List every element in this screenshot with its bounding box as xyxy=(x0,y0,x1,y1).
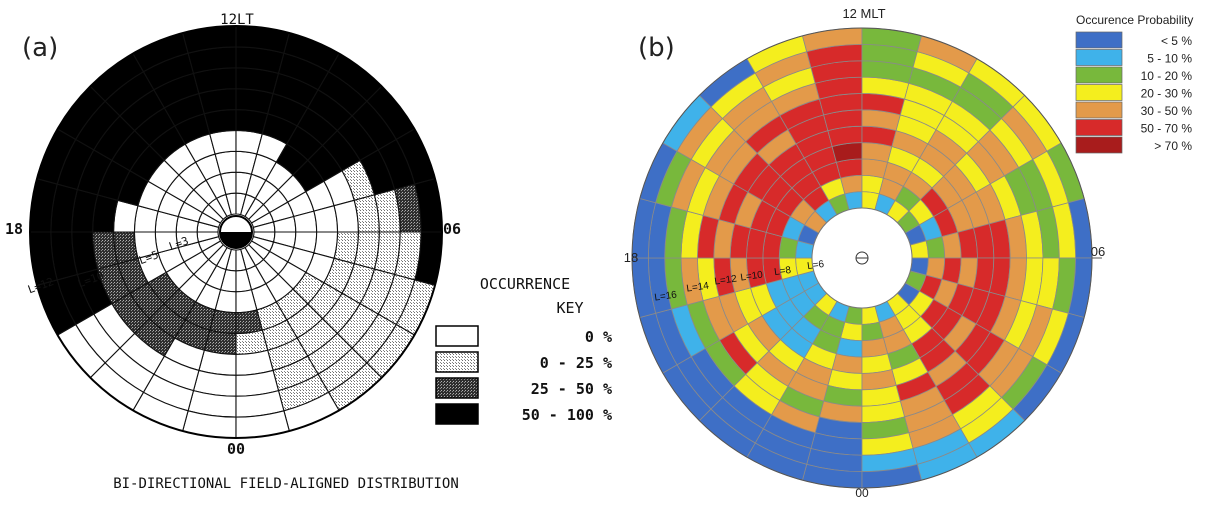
polar-grid-b xyxy=(631,27,1102,489)
legend-a-swatch-3 xyxy=(435,403,479,425)
radial-label-a-1: L=5 xyxy=(137,248,160,267)
legend-b-label-6: > 70 % xyxy=(1154,139,1192,153)
cell-b-r2-h11 xyxy=(835,158,863,179)
angle-label-left-a: 18 xyxy=(5,220,23,238)
legend-title-b: Occurence Probability xyxy=(1076,13,1193,27)
legend-b-swatch-2 xyxy=(1075,66,1123,84)
outer-ring-a xyxy=(29,25,443,439)
legend-b-label-2: 10 - 20 % xyxy=(1141,69,1193,83)
legend-b-label-5: 50 - 70 % xyxy=(1141,122,1193,136)
cell-a-r4-h17 xyxy=(333,199,359,233)
angle-label-bottom-a: 00 xyxy=(227,440,245,458)
radial-labels-b: L=6 L=8 L=10L=12 L=14 L=16 xyxy=(654,259,826,304)
legend-a-swatch-0 xyxy=(435,325,479,347)
legend-b-swatch-1 xyxy=(1075,49,1123,66)
radial-label-b-5: L=16 xyxy=(654,289,678,303)
legend-b-swatch-4 xyxy=(1075,101,1123,119)
panel-b-label: (b) xyxy=(638,33,675,63)
legend-title-line1-a: OCCURRENCE xyxy=(480,275,570,293)
cell-a-r4-h5 xyxy=(113,231,139,265)
angle-label-right-b: 06 xyxy=(1091,244,1105,259)
angle-label-top-a: 12LT xyxy=(220,12,254,28)
legend-b-label-1: 5 - 10 % xyxy=(1147,52,1192,66)
legend-a-label-0: 0 % xyxy=(585,328,612,346)
chart-title-a: BI-DIRECTIONAL FIELD-ALIGNED DISTRIBUTIO… xyxy=(113,476,459,492)
radial-label-b-4: L=14 xyxy=(686,280,710,294)
legend-a-label-3: 50 - 100 % xyxy=(522,406,612,424)
legend-b-swatch-0 xyxy=(1075,31,1123,49)
radial-label-b-3: L=12 xyxy=(714,273,738,287)
cell-a-r3-h23 xyxy=(235,309,263,335)
radial-label-b-0: L=6 xyxy=(806,259,825,272)
radial-label-b-1: L=8 xyxy=(773,265,792,278)
angle-label-top-b: 12 MLT xyxy=(842,6,885,21)
cell-b-r2-h17 xyxy=(941,231,962,259)
legend-a: OCCURRENCE KEY 0 % 0 - 25 % 25 - 50 % 50 - … xyxy=(435,275,612,425)
center-halfdisk-a xyxy=(220,232,252,248)
legend-a-swatch-1 xyxy=(435,351,479,373)
legend-a-swatch-2 xyxy=(435,377,479,399)
panel-a-label: (a) xyxy=(22,33,58,63)
cell-b-r2-h23 xyxy=(861,337,889,358)
cell-a-r3-h17 xyxy=(313,205,339,233)
cell-b-r1-h23 xyxy=(861,321,884,342)
cell-a-r4-h23 xyxy=(235,329,269,355)
legend-b-swatch-6 xyxy=(1075,136,1123,154)
legend-b-label-3: 20 - 30 % xyxy=(1141,87,1193,101)
cell-a-r4-h11 xyxy=(203,109,237,135)
legend-b-label-4: 30 - 50 % xyxy=(1141,104,1193,118)
panel-a: (a) 12LT 06 00 18 L=3L=5L=10L=12 BI-DIRE… xyxy=(5,12,612,492)
legend-b-swatch-3 xyxy=(1075,84,1123,101)
angle-label-bottom-b: 00 xyxy=(855,486,869,500)
legend-a-label-2: 25 - 50 % xyxy=(531,380,612,398)
cell-a-r3-h11 xyxy=(209,129,237,155)
cell-b-r1-h11 xyxy=(840,174,863,195)
legend-title-line2-a: KEY xyxy=(556,299,583,317)
radial-label-a-0: L=3 xyxy=(167,234,190,253)
legend-b-swatch-5 xyxy=(1075,119,1123,136)
legend-b-label-0: < 5 % xyxy=(1161,34,1192,48)
panel-b: (b) 12 MLT 06 00 18 L=6L=8L=10L=12L=14L=… xyxy=(624,6,1194,500)
legend-b: Occurence Probability < 5 % 5 - 10 % 10 - … xyxy=(1075,13,1193,154)
polar-grid-a xyxy=(29,25,443,439)
cell-b-r1-h17 xyxy=(925,236,946,259)
angle-label-right-a: 06 xyxy=(443,220,461,238)
legend-a-label-1: 0 - 25 % xyxy=(540,354,612,372)
radial-label-b-2: L=10 xyxy=(740,269,764,283)
angle-label-left-b: 18 xyxy=(624,250,638,265)
